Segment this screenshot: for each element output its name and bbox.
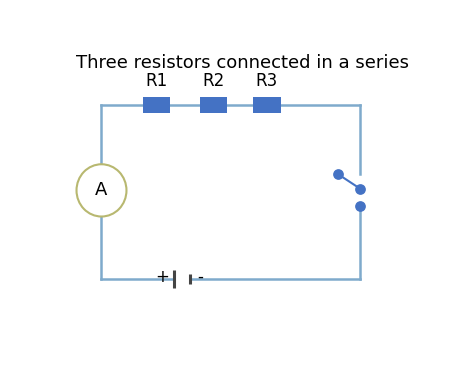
FancyBboxPatch shape bbox=[200, 97, 228, 113]
Text: Three resistors connected in a series: Three resistors connected in a series bbox=[76, 54, 410, 72]
Point bbox=[356, 203, 364, 209]
Ellipse shape bbox=[76, 164, 127, 216]
Text: R1: R1 bbox=[146, 72, 168, 90]
Point bbox=[335, 172, 342, 178]
Text: +: + bbox=[155, 268, 169, 286]
Point bbox=[356, 186, 364, 192]
Text: R2: R2 bbox=[202, 72, 225, 90]
Text: R3: R3 bbox=[255, 72, 278, 90]
Text: A: A bbox=[95, 181, 108, 199]
Text: -: - bbox=[198, 268, 204, 286]
FancyBboxPatch shape bbox=[143, 97, 170, 113]
FancyBboxPatch shape bbox=[253, 97, 281, 113]
